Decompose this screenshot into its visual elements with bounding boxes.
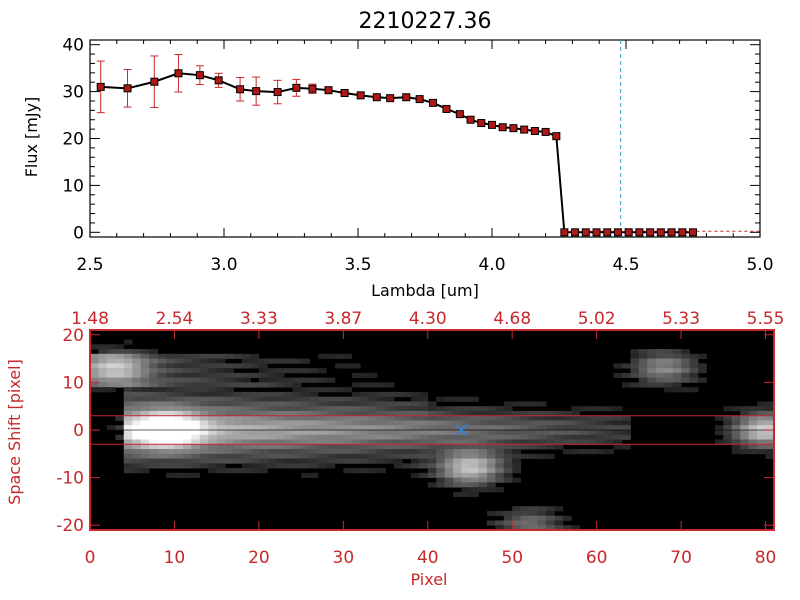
- spectrum-plot: 2.5 3.0 3.5 4.0 4.5 5.0 0 10 20 30 40: [62, 36, 773, 275]
- x-tick-label: 4.5: [612, 255, 639, 275]
- top-tick-label: 4.68: [493, 309, 531, 329]
- top-tick-label: 5.55: [747, 309, 785, 329]
- y-tick-label: -20: [56, 516, 84, 536]
- spectral-image-plot: 0 10 20 30 40 50 60 70 80 1.48 2.54 3.33 3.87 4.30 4.6…: [56, 309, 784, 568]
- y-tick-label: 0: [73, 223, 84, 243]
- top-tick-label: 1.48: [71, 309, 109, 329]
- data-point: [372, 93, 381, 102]
- data-point: [150, 77, 159, 86]
- y-tick-label: -10: [56, 469, 84, 489]
- x-tick-label: 20: [248, 548, 270, 568]
- data-point: [624, 228, 633, 237]
- data-point: [571, 228, 580, 237]
- y-tick-label: 10: [62, 176, 84, 196]
- data-point: [308, 84, 317, 93]
- data-point: [455, 110, 464, 119]
- data-point: [592, 228, 601, 237]
- y-tick-label: 40: [62, 36, 84, 56]
- flux-series-line: [100, 72, 693, 234]
- data-point: [667, 228, 676, 237]
- y-tick-label: 20: [62, 326, 84, 346]
- data-point: [678, 228, 687, 237]
- top-tick-label: 5.02: [578, 309, 616, 329]
- data-point: [236, 85, 245, 94]
- data-point: [509, 124, 518, 133]
- data-point: [429, 98, 438, 107]
- top-tick-label: 2.54: [156, 309, 194, 329]
- x-tick-label: 5.0: [746, 255, 773, 275]
- data-point: [386, 94, 395, 103]
- data-point: [273, 88, 282, 97]
- top-x-axis-label: Lambda [um]: [371, 281, 479, 300]
- x-tick-label: 4.0: [478, 255, 505, 275]
- y-tick-label: 30: [62, 83, 84, 103]
- data-point: [560, 228, 569, 237]
- data-point: [466, 115, 475, 124]
- data-point: [96, 82, 105, 91]
- data-point: [477, 119, 486, 128]
- x-tick-label: 60: [586, 548, 608, 568]
- x-tick-label: 50: [501, 548, 523, 568]
- top-tick-label: 3.87: [324, 309, 362, 329]
- data-point: [552, 132, 561, 141]
- x-tick-label: 10: [164, 548, 186, 568]
- data-point: [442, 104, 451, 113]
- top-tick-label: 3.33: [240, 309, 278, 329]
- x-tick-label: 40: [417, 548, 439, 568]
- data-point: [252, 87, 261, 96]
- x-tick-label: 2.5: [76, 255, 103, 275]
- data-point: [635, 228, 644, 237]
- y-tick-label: 20: [62, 130, 84, 150]
- top-tick-label: 4.30: [409, 309, 447, 329]
- bottom-x-axis-label: Pixel: [410, 570, 447, 589]
- data-point: [613, 228, 622, 237]
- bottom-y-axis-label: Space Shift [pixel]: [5, 359, 24, 505]
- top-tick-label: 5.33: [662, 309, 700, 329]
- data-point: [689, 228, 697, 237]
- data-point: [415, 95, 424, 104]
- plot-frame: [89, 39, 761, 238]
- top-y-axis-label: Flux [mJy]: [22, 97, 41, 178]
- x-tick-label: 0: [85, 548, 96, 568]
- data-point: [402, 93, 411, 102]
- data-point: [488, 120, 496, 129]
- data-point: [123, 84, 132, 93]
- data-point: [541, 127, 550, 136]
- y-tick-label: 10: [62, 373, 84, 393]
- x-tick-label: 30: [333, 548, 355, 568]
- x-tick-label: 70: [670, 548, 692, 568]
- x-tick-label: 3.0: [210, 255, 237, 275]
- data-point: [530, 126, 539, 135]
- data-point: [214, 76, 223, 85]
- data-point: [581, 228, 590, 237]
- x-tick-label: 80: [755, 548, 777, 568]
- data-point: [603, 228, 612, 237]
- x-tick-label: 3.5: [344, 255, 371, 275]
- intensity-image: [90, 339, 775, 531]
- y-tick-label: 0: [73, 421, 84, 441]
- data-point: [498, 123, 507, 132]
- data-point: [340, 89, 349, 98]
- data-point: [195, 71, 204, 80]
- data-point: [174, 69, 183, 78]
- data-point: [520, 125, 529, 134]
- data-point: [646, 228, 655, 237]
- source-marker: [455, 424, 468, 436]
- data-point: [356, 91, 365, 100]
- data-point: [656, 228, 665, 237]
- data-point: [324, 86, 333, 95]
- chart-title: 2210227.36: [359, 9, 492, 34]
- data-point: [292, 83, 301, 92]
